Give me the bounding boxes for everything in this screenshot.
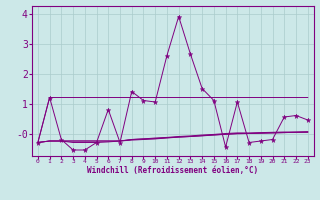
X-axis label: Windchill (Refroidissement éolien,°C): Windchill (Refroidissement éolien,°C) (87, 166, 258, 175)
